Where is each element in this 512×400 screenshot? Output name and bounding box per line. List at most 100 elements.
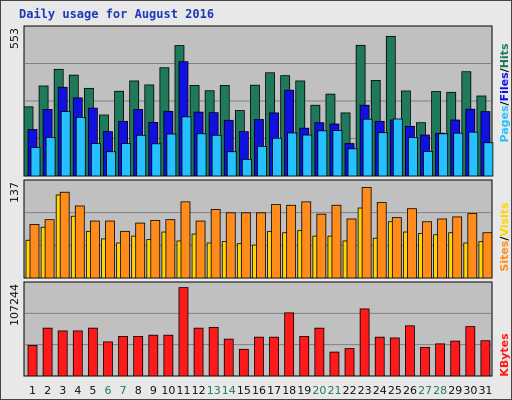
bar-kbytes-day-3 xyxy=(57,330,68,377)
bar-pages-day-24 xyxy=(377,132,388,177)
bar-kbytes-day-28 xyxy=(435,343,446,377)
bar-sites-day-6 xyxy=(105,220,115,279)
bar-sites-day-28 xyxy=(437,218,448,279)
bar-kbytes-day-21 xyxy=(329,351,340,377)
bar-kbytes-day-20 xyxy=(314,327,325,377)
legend-sep: / xyxy=(498,100,511,105)
bar-kbytes-day-16 xyxy=(254,336,264,377)
day-label-25: 25 xyxy=(388,384,402,397)
legend-kbytes: KBytes xyxy=(498,333,511,377)
bar-pages-day-12 xyxy=(196,133,207,177)
bar-pages-day-10 xyxy=(166,133,177,177)
bar-sites-day-29 xyxy=(452,216,463,279)
bar-sites-day-4 xyxy=(74,205,85,279)
day-label-10: 10 xyxy=(161,384,175,397)
bar-kbytes-day-27 xyxy=(420,346,430,377)
bar-sites-day-13 xyxy=(210,208,221,279)
day-label-24: 24 xyxy=(373,384,387,397)
bar-kbytes-day-11 xyxy=(178,287,189,377)
bar-sites-day-22 xyxy=(346,218,357,279)
bar-sites-day-31 xyxy=(482,232,493,279)
bar-pages-day-23 xyxy=(362,118,373,177)
day-label-6: 6 xyxy=(105,384,112,397)
bar-pages-day-11 xyxy=(181,116,192,177)
y-max-label: 107244 xyxy=(8,284,21,326)
bar-kbytes-day-6 xyxy=(103,341,113,377)
day-label-5: 5 xyxy=(89,384,96,397)
legend-hits: Hits xyxy=(498,43,511,68)
chart-title: Daily usage for August 2016 xyxy=(19,7,215,21)
bar-kbytes-day-19 xyxy=(299,335,310,377)
bar-kbytes-day-1 xyxy=(27,345,38,377)
bar-pages-day-27 xyxy=(423,151,433,177)
bar-kbytes-day-14 xyxy=(223,338,234,377)
bar-sites-day-23 xyxy=(361,187,372,279)
bar-sites-day-5 xyxy=(89,220,100,279)
bar-sites-day-27 xyxy=(422,221,432,279)
day-label-27: 27 xyxy=(418,384,432,397)
bar-pages-day-8 xyxy=(136,134,147,177)
day-label-4: 4 xyxy=(74,384,81,397)
bar-kbytes-day-30 xyxy=(465,326,476,377)
bar-kbytes-day-17 xyxy=(269,336,279,377)
day-label-13: 13 xyxy=(207,384,221,397)
legend: Sites/Visits xyxy=(498,202,511,272)
legend-files: Files xyxy=(498,72,511,102)
y-max-label: 553 xyxy=(8,28,21,49)
legend: Pages/Files/Hits xyxy=(498,43,511,142)
day-label-12: 12 xyxy=(192,384,206,397)
bar-sites-day-15 xyxy=(240,212,251,279)
bar-pages-day-5 xyxy=(90,143,101,177)
bar-kbytes-day-7 xyxy=(118,335,128,377)
day-label-8: 8 xyxy=(135,384,142,397)
day-label-28: 28 xyxy=(433,384,447,397)
bar-kbytes-day-15 xyxy=(238,348,249,377)
legend-visits: Visits xyxy=(498,202,511,237)
bar-pages-day-2 xyxy=(45,137,56,177)
bar-sites-day-12 xyxy=(195,220,206,279)
bar-sites-day-14 xyxy=(225,212,236,279)
bar-kbytes-day-4 xyxy=(72,330,83,377)
bar-kbytes-day-8 xyxy=(133,335,144,377)
bar-sites-day-16 xyxy=(256,212,266,279)
bar-pages-day-28 xyxy=(438,133,449,177)
bar-sites-day-18 xyxy=(286,204,297,279)
bar-pages-day-13 xyxy=(211,134,222,177)
bar-kbytes-day-12 xyxy=(193,327,204,377)
legend-pages: Pages xyxy=(498,105,511,143)
bar-sites-day-8 xyxy=(135,222,146,279)
bar-kbytes-day-25 xyxy=(389,337,400,377)
day-label-7: 7 xyxy=(120,384,127,397)
day-label-18: 18 xyxy=(282,384,296,397)
bar-sites-day-3 xyxy=(59,191,70,279)
day-label-9: 9 xyxy=(150,384,157,397)
bar-pages-day-3 xyxy=(60,111,71,177)
bar-pages-day-18 xyxy=(287,132,298,177)
bar-kbytes-day-2 xyxy=(42,327,53,377)
day-label-14: 14 xyxy=(222,384,236,397)
day-label-11: 11 xyxy=(177,384,191,397)
bar-pages-day-15 xyxy=(241,158,252,177)
bar-kbytes-day-13 xyxy=(208,326,219,377)
bar-pages-day-29 xyxy=(453,132,464,177)
bar-sites-day-20 xyxy=(316,213,327,279)
bar-sites-day-26 xyxy=(407,208,417,279)
bar-sites-day-25 xyxy=(391,217,402,279)
legend-sep: / xyxy=(498,67,511,72)
bar-kbytes-day-10 xyxy=(163,334,174,377)
bar-pages-day-7 xyxy=(121,143,131,177)
bar-pages-day-30 xyxy=(468,131,479,177)
bar-sites-day-17 xyxy=(271,204,281,279)
bar-kbytes-day-22 xyxy=(344,348,355,377)
day-label-23: 23 xyxy=(358,384,372,397)
bar-sites-day-9 xyxy=(150,219,161,279)
day-label-31: 31 xyxy=(478,384,492,397)
bar-sites-day-2 xyxy=(44,219,55,279)
bar-pages-day-25 xyxy=(392,118,403,177)
bar-kbytes-day-5 xyxy=(87,327,98,377)
day-label-19: 19 xyxy=(297,384,311,397)
day-label-3: 3 xyxy=(59,384,66,397)
day-label-20: 20 xyxy=(312,384,326,397)
